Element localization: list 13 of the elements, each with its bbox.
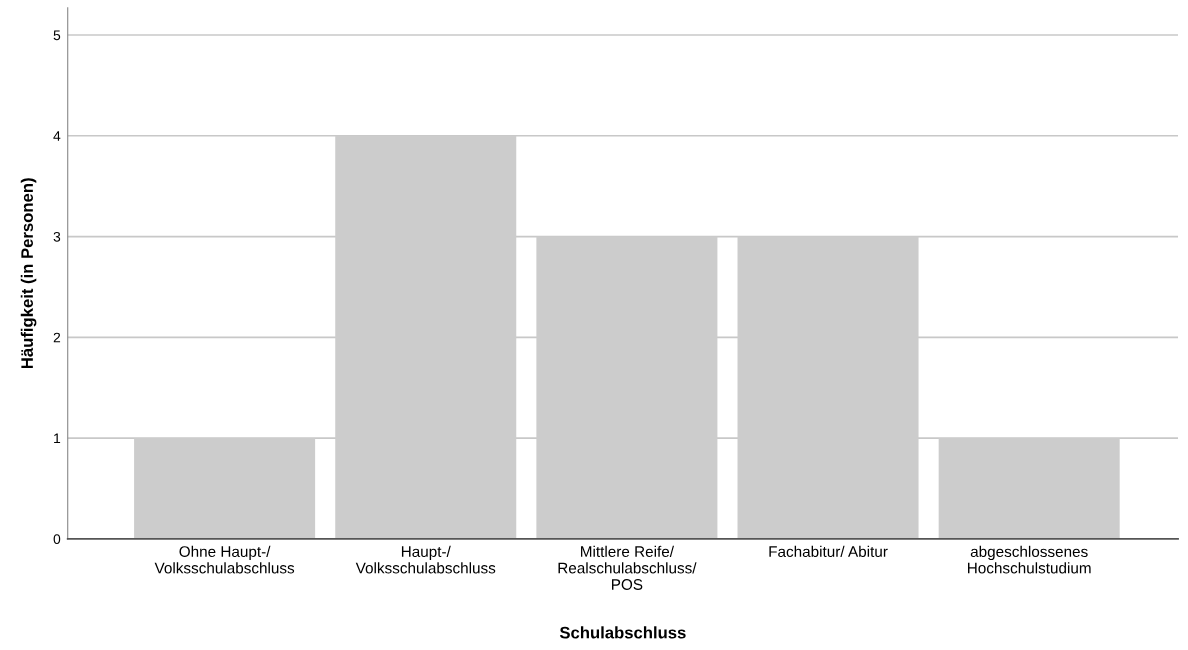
y-axis-title: Häufigkeit (in Personen) [20, 178, 37, 369]
x-tick-label: Fachabitur/ Abitur [769, 545, 888, 558]
x-tick-label: Mittlere Reife/ Realschulabschluss/ POS [558, 545, 697, 590]
y-tick-label: 0 [53, 534, 61, 545]
y-tick-label: 3 [53, 231, 61, 242]
x-axis-title: Schulabschluss [559, 626, 686, 639]
x-tick-label: Haupt-/ Volksschulabschluss [355, 545, 496, 574]
y-tick-label: 4 [53, 131, 61, 141]
y-tick-label: 2 [53, 332, 61, 343]
y-tick-label: 5 [53, 30, 61, 41]
y-tick-label: 1 [54, 433, 61, 444]
x-tick-label: Ohne Haupt-/ Volksschulabschluss [154, 545, 295, 574]
x-tick-label: abgeschlossenes Hochschulstudium [968, 545, 1091, 574]
